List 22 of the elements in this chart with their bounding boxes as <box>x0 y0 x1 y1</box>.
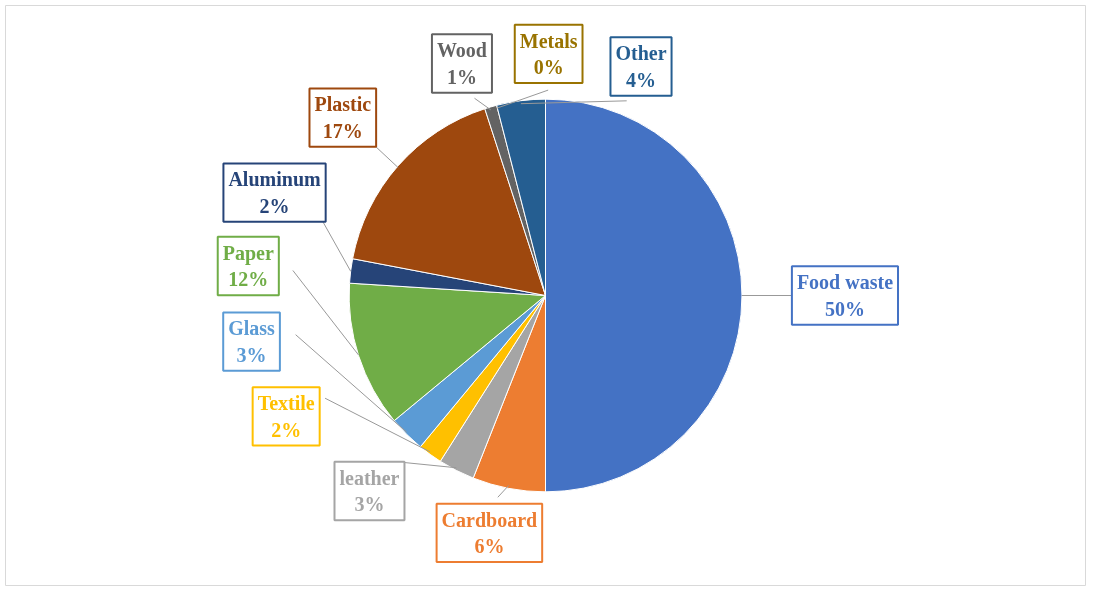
slice-label: Wood <box>436 39 487 62</box>
slice-label: Food waste <box>796 271 894 294</box>
data-label: 1% <box>446 65 477 88</box>
data-label: 6% <box>474 535 505 558</box>
slice-label: Plastic <box>314 93 372 116</box>
data-label: 3% <box>354 493 385 516</box>
data-label: 2% <box>271 418 302 441</box>
slice-label: Paper <box>222 241 274 265</box>
slice-label: Other <box>615 42 667 65</box>
data-label: 4% <box>626 68 657 91</box>
slice-label: Aluminum <box>228 168 322 191</box>
data-label: 3% <box>236 343 267 366</box>
data-label: 50% <box>824 297 865 320</box>
data-label: 2% <box>259 194 290 217</box>
data-label: 17% <box>322 119 363 142</box>
slice-label: leather <box>339 466 400 489</box>
category-label: Metals <box>519 29 578 52</box>
slice-label: Glass <box>228 317 276 340</box>
slice-label: Textile <box>257 392 315 415</box>
data-label: 12% <box>228 268 269 291</box>
slice-label: Cardboard <box>441 508 538 531</box>
text: 0% <box>533 56 564 79</box>
